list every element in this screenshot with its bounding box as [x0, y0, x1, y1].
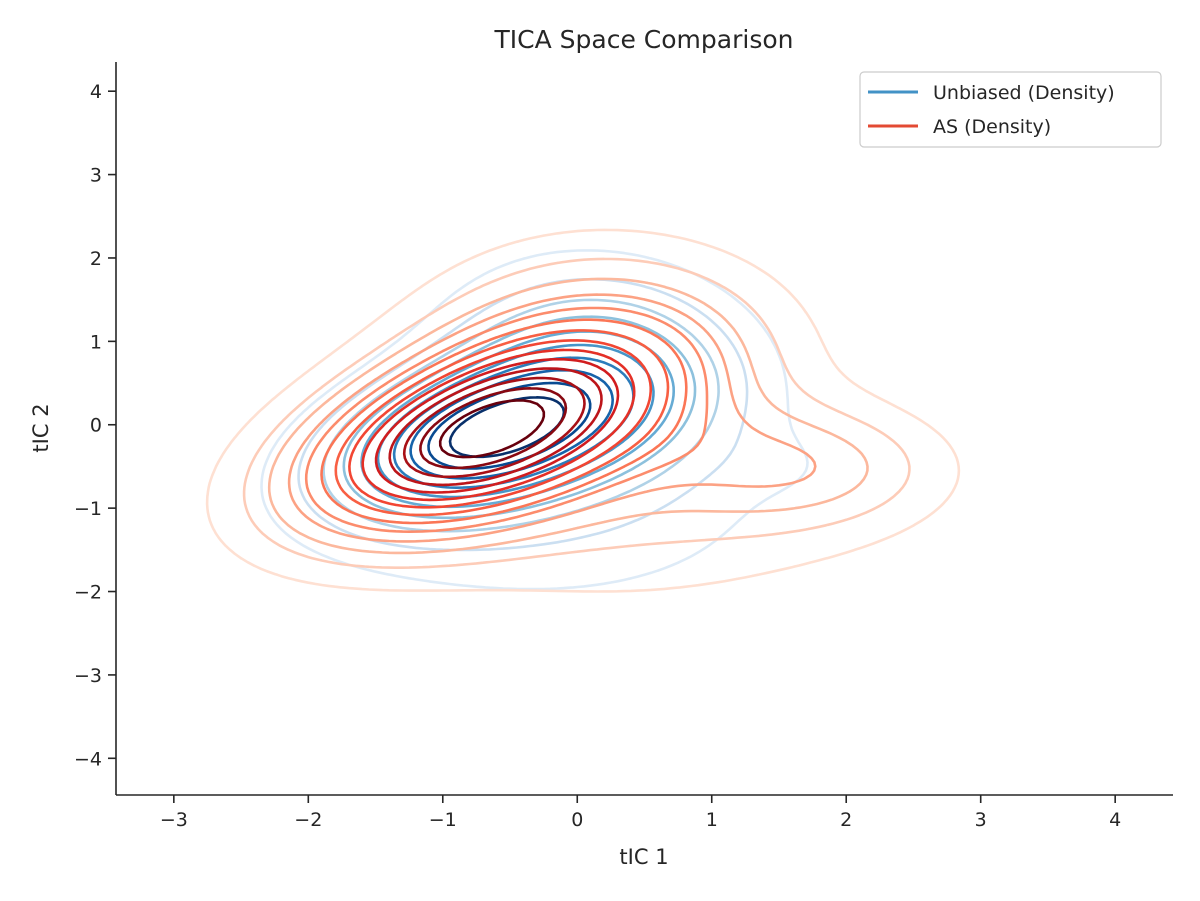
- as-contour-level-4: [287, 293, 817, 543]
- as-contour-level-3: [267, 277, 869, 555]
- x-tick-label: 0: [571, 809, 583, 831]
- y-tick-label: 2: [90, 248, 102, 270]
- as-contour-level-12: [402, 376, 586, 479]
- y-tick-label: −2: [74, 582, 102, 604]
- x-tick-label: 4: [1109, 809, 1121, 831]
- x-tick-label: 3: [975, 809, 987, 831]
- contour-plot-area: [205, 228, 961, 593]
- x-axis-ticks: −3 −2 −1 0 1 2 3 4: [160, 795, 1121, 831]
- x-tick-label: −3: [160, 809, 188, 831]
- x-tick-label: 1: [706, 809, 718, 831]
- as-contour-level-8: [348, 339, 652, 509]
- as-contour-level-13: [419, 387, 568, 470]
- legend-label-unbiased: Unbiased (Density): [933, 82, 1115, 104]
- chart-title: TICA Space Comparison: [494, 25, 794, 54]
- unbiased-contour-level-5: [360, 330, 675, 509]
- legend-box: [859, 71, 1162, 148]
- y-tick-label: −3: [74, 665, 102, 687]
- as-contour-level-11: [388, 367, 603, 487]
- as-contour-level-7: [334, 329, 670, 517]
- y-tick-label: 4: [90, 81, 102, 103]
- x-tick-label: −1: [429, 809, 457, 831]
- as-contour-level-10: [374, 357, 620, 494]
- y-axis-label: tIC 2: [29, 403, 53, 452]
- as-contour-level-9: [361, 348, 636, 502]
- legend-label-as: AS (Density): [933, 116, 1051, 138]
- x-tick-label: 2: [840, 809, 852, 831]
- y-tick-label: 1: [90, 331, 102, 353]
- x-tick-label: −2: [294, 809, 322, 831]
- y-tick-label: −4: [74, 748, 102, 770]
- y-tick-label: 3: [90, 165, 102, 187]
- x-axis-label: tIC 1: [619, 845, 668, 869]
- as-contour-level-5: [304, 306, 709, 533]
- unbiased-contour-level-1: [260, 249, 809, 591]
- as-contour-level-6: [320, 318, 688, 525]
- legend: Unbiased (Density) AS (Density): [859, 71, 1162, 148]
- as-contour-level-2: [242, 257, 911, 569]
- as-contour-level-14: [438, 399, 546, 459]
- y-tick-label: 0: [90, 415, 102, 437]
- y-axis-ticks: −4 −3 −2 −1 0 1 2 3 4: [74, 81, 116, 770]
- y-tick-label: −1: [74, 498, 102, 520]
- as-contour-level-1: [205, 228, 961, 593]
